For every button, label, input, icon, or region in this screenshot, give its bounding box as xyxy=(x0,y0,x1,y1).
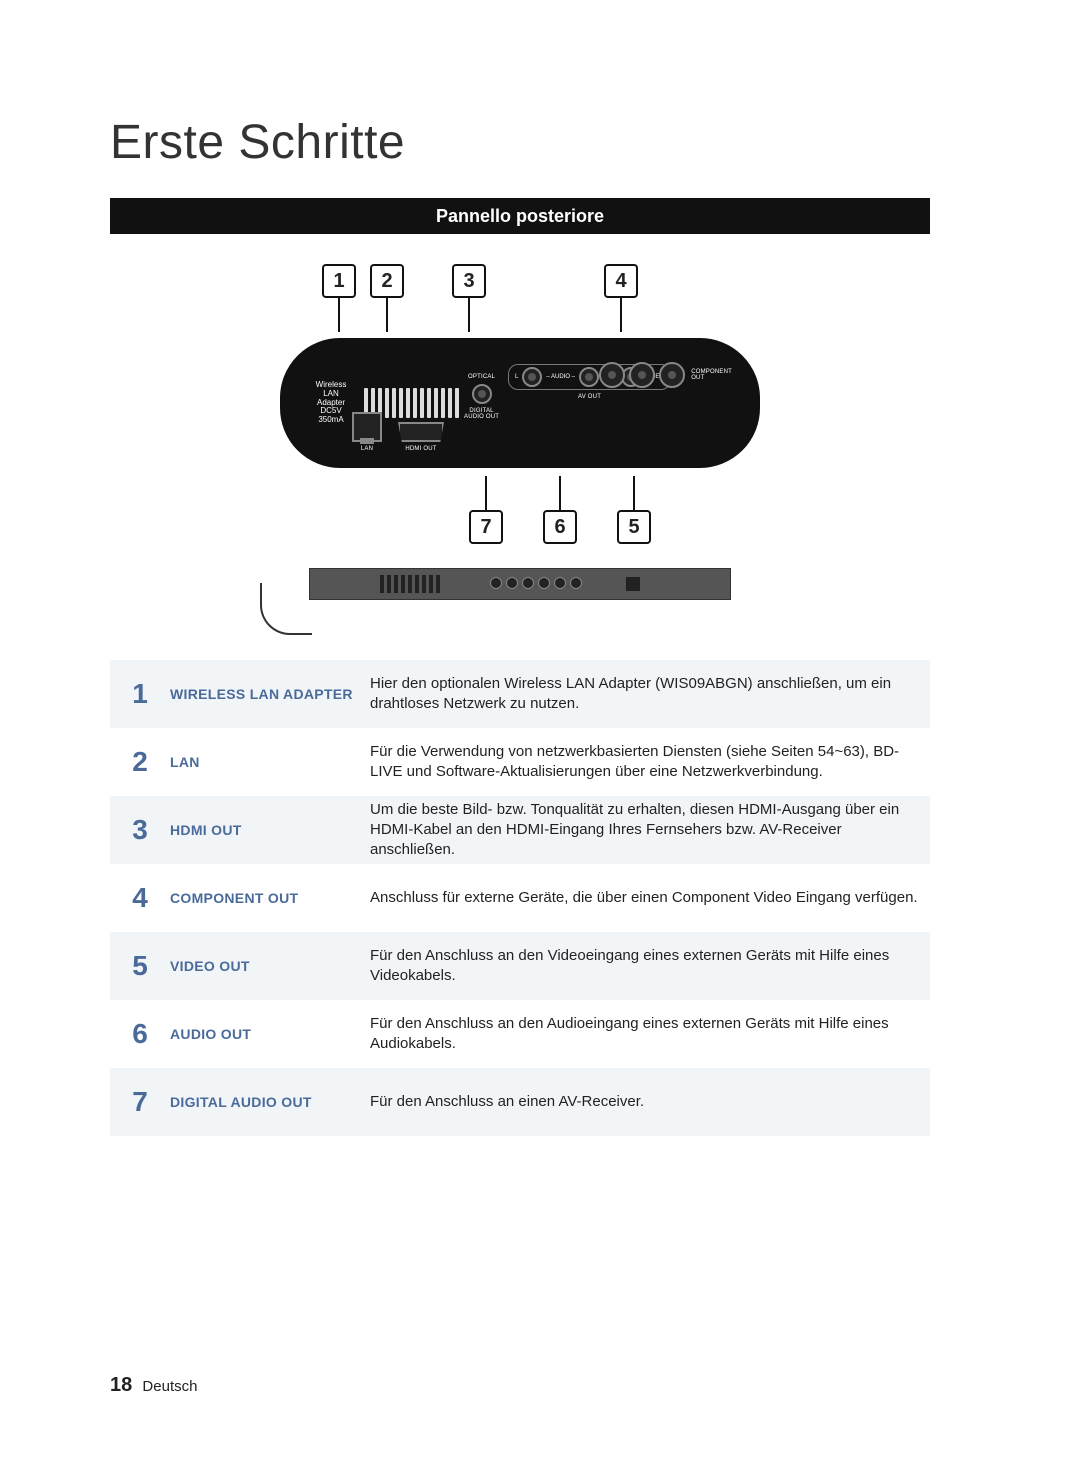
row-desc: Um die beste Bild- bzw. Tonqualität zu e… xyxy=(370,800,930,861)
table-row: 5 VIDEO OUT Für den Anschluss an den Vid… xyxy=(110,932,930,1000)
section-header: Pannello posteriore xyxy=(110,198,930,234)
row-number: 4 xyxy=(110,882,170,914)
row-desc: Für den Anschluss an den Audioeingang ei… xyxy=(370,1014,930,1055)
table-row: 6 AUDIO OUT Für den Anschluss an den Aud… xyxy=(110,1000,930,1068)
callout-3: 3 xyxy=(452,264,486,332)
component-out-group: COMPONENT OUT xyxy=(599,362,732,388)
top-callouts: 1 2 3 4 xyxy=(322,264,638,332)
row-name: HDMI OUT xyxy=(170,822,370,838)
lan-port: LAN xyxy=(352,412,382,452)
optical-port: OPTICAL DIGITAL AUDIO OUT xyxy=(464,374,499,420)
row-desc: Für den Anschluss an einen AV-Receiver. xyxy=(370,1092,930,1112)
row-number: 5 xyxy=(110,950,170,982)
usb-wireless-port: Wireless LAN Adapter DC5V 350mA xyxy=(310,381,352,425)
row-desc: Für den Anschluss an den Videoeingang ei… xyxy=(370,946,930,987)
component-y-port xyxy=(599,362,625,388)
callout-box: 3 xyxy=(452,264,486,298)
row-name: COMPONENT OUT xyxy=(170,890,370,906)
page-footer: 18 Deutsch xyxy=(110,1374,197,1397)
hdmi-port: HDMI OUT xyxy=(398,422,444,452)
component-pb-port xyxy=(629,362,655,388)
callout-6: 6 xyxy=(543,476,577,544)
bottom-callouts: 7 6 5 xyxy=(469,476,651,544)
page-number: 18 xyxy=(110,1374,132,1396)
callout-4: 4 xyxy=(604,264,638,332)
row-number: 2 xyxy=(110,746,170,778)
row-number: 1 xyxy=(110,678,170,710)
usb-label: Wireless LAN Adapter DC5V 350mA xyxy=(310,381,352,425)
table-row: 3 HDMI OUT Um die beste Bild- bzw. Tonqu… xyxy=(110,796,930,864)
callout-box: 6 xyxy=(543,510,577,544)
row-name: WIRELESS LAN ADAPTER xyxy=(170,686,370,702)
table-row: 4 COMPONENT OUT Anschluss für externe Ge… xyxy=(110,864,930,932)
device-silhouette xyxy=(309,568,731,600)
component-pr-port xyxy=(659,362,685,388)
row-desc: Hier den optionalen Wireless LAN Adapter… xyxy=(370,674,930,715)
page-title: Erste Schritte xyxy=(110,115,970,170)
row-desc: Für die Verwendung von netzwerkbasierten… xyxy=(370,742,930,783)
row-number: 6 xyxy=(110,1018,170,1050)
callout-7: 7 xyxy=(469,476,503,544)
row-desc: Anschluss für externe Geräte, die über e… xyxy=(370,888,930,908)
table-row: 2 LAN Für die Verwendung von netzwerkbas… xyxy=(110,728,930,796)
row-name: DIGITAL AUDIO OUT xyxy=(170,1094,370,1110)
row-name: AUDIO OUT xyxy=(170,1026,370,1042)
row-name: LAN xyxy=(170,754,370,770)
callout-box: 5 xyxy=(617,510,651,544)
rear-panel: Wireless LAN Adapter DC5V 350mA LAN HDMI… xyxy=(280,338,760,468)
audio-l-port xyxy=(522,367,542,387)
language-label: Deutsch xyxy=(142,1378,197,1395)
callout-2: 2 xyxy=(370,264,404,332)
row-number: 7 xyxy=(110,1086,170,1118)
row-number: 3 xyxy=(110,814,170,846)
table-row: 7 DIGITAL AUDIO OUT Für den Anschluss an… xyxy=(110,1068,930,1136)
table-row: 1 WIRELESS LAN ADAPTER Hier den optional… xyxy=(110,660,930,728)
callout-1: 1 xyxy=(322,264,356,332)
callout-box: 1 xyxy=(322,264,356,298)
callout-box: 4 xyxy=(604,264,638,298)
audio-r-port xyxy=(579,367,599,387)
row-name: VIDEO OUT xyxy=(170,958,370,974)
ports-table: 1 WIRELESS LAN ADAPTER Hier den optional… xyxy=(110,660,930,1136)
rear-panel-diagram: 1 2 3 4 Wireless LAN xyxy=(110,264,930,600)
callout-5: 5 xyxy=(617,476,651,544)
callout-box: 2 xyxy=(370,264,404,298)
manual-page: Erste Schritte Pannello posteriore 1 2 3… xyxy=(0,0,1080,1477)
callout-box: 7 xyxy=(469,510,503,544)
